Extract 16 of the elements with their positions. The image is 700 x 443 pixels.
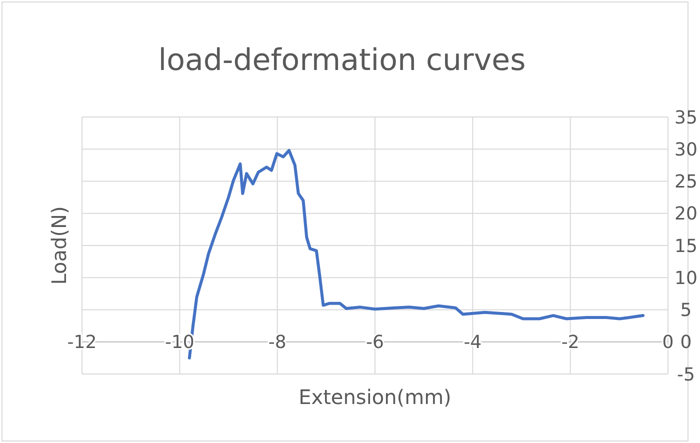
y-tick-label: 15	[674, 236, 698, 257]
chart-title: load-deformation curves	[158, 43, 526, 78]
x-tick-label: -12	[67, 332, 97, 354]
y-tick-label: 5	[680, 300, 692, 322]
x-tick-label: -4	[464, 332, 482, 354]
y-tick-label: 20	[674, 204, 698, 225]
y-tick-label: 35	[674, 107, 698, 128]
x-tick-label: -2	[561, 332, 580, 354]
y-axis-title: Load(N)	[47, 206, 71, 285]
y-tick-label: 10	[674, 268, 698, 289]
y-tick-label: 25	[674, 172, 698, 193]
x-axis-title: Extension(mm)	[298, 385, 452, 409]
x-tick-label: -6	[366, 332, 384, 354]
y-tick-label: -5	[677, 364, 695, 386]
x-tick-label: -8	[268, 332, 286, 354]
y-tick-label: 30	[674, 139, 698, 160]
